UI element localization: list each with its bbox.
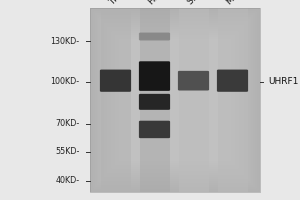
- Text: MCF7: MCF7: [225, 0, 248, 6]
- FancyBboxPatch shape: [178, 71, 209, 91]
- Text: SW480: SW480: [186, 0, 214, 6]
- Bar: [178, 8, 208, 192]
- Text: 70KD-: 70KD-: [55, 119, 80, 128]
- Text: 130KD-: 130KD-: [50, 37, 80, 46]
- FancyBboxPatch shape: [139, 94, 170, 110]
- Bar: [218, 8, 248, 192]
- Text: THP-1: THP-1: [108, 0, 132, 6]
- FancyBboxPatch shape: [139, 61, 170, 91]
- FancyBboxPatch shape: [100, 70, 131, 92]
- Bar: [90, 8, 260, 192]
- Bar: [100, 8, 130, 192]
- Text: 55KD-: 55KD-: [55, 147, 80, 156]
- Text: HeLa: HeLa: [147, 0, 169, 6]
- Text: UHRF1: UHRF1: [268, 77, 299, 86]
- FancyBboxPatch shape: [139, 33, 170, 40]
- FancyBboxPatch shape: [139, 121, 170, 138]
- Text: 100KD-: 100KD-: [50, 77, 80, 86]
- Text: 40KD-: 40KD-: [56, 176, 80, 185]
- FancyBboxPatch shape: [217, 70, 248, 92]
- Bar: [140, 8, 169, 192]
